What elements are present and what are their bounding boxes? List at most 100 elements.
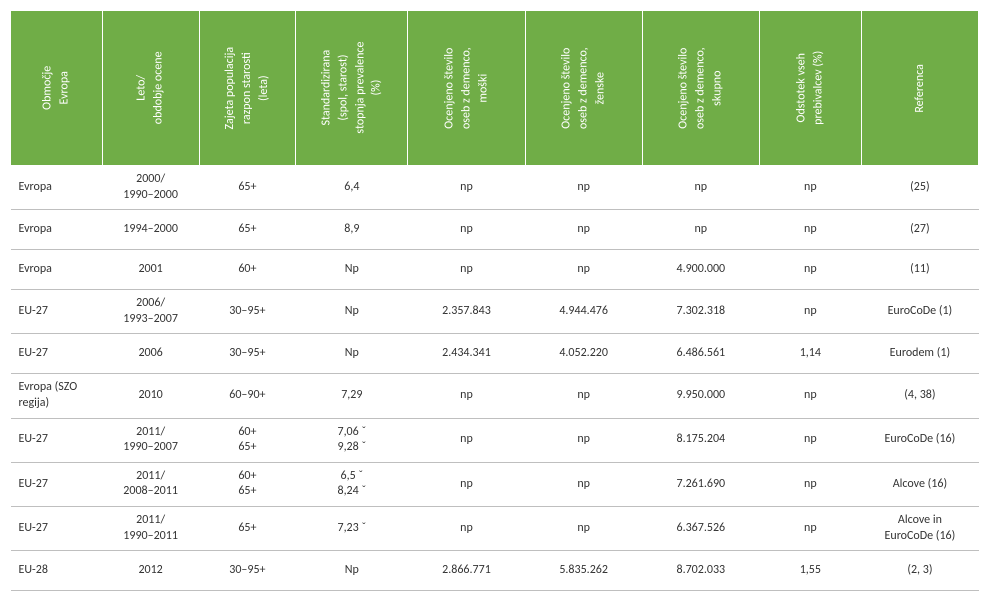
header-reference: Referenca [861, 11, 978, 166]
table-row: EU-28201230–95+Np2.866.7715.835.2628.702… [11, 551, 979, 591]
table-row: Evropa (SZO regija)201060–90+7,29npnp9.9… [11, 374, 979, 418]
table-cell: np [408, 250, 525, 290]
table-cell: np [642, 166, 759, 210]
header-region: ObmočjeEvropa [11, 11, 103, 166]
table-cell: 8.702.033 [642, 551, 759, 591]
table-cell: np [759, 166, 861, 210]
table-row: EU-272011/1990–201165+7,23 ˇnpnp6.367.52… [11, 506, 979, 550]
table-cell: EU-28 [11, 551, 103, 591]
table-cell: np [525, 166, 642, 210]
table-cell: np [759, 462, 861, 506]
header-male: Ocenjeno številooseb z demenco,moški [408, 11, 525, 166]
header-label: Odstotek vsehprebivalcev (%) [794, 51, 828, 125]
table-cell: 60+65+ [199, 418, 296, 462]
table-body: Evropa2000/1990–200065+6,4npnpnpnp(25)Ev… [11, 166, 979, 591]
header-label: ObmočjeEvropa [40, 66, 74, 110]
header-label: Referenca [911, 64, 928, 113]
table-cell: 2001 [102, 250, 199, 290]
header-percent: Odstotek vsehprebivalcev (%) [759, 11, 861, 166]
table-cell: 9.950.000 [642, 374, 759, 418]
table-cell: 2006 [102, 334, 199, 374]
table-cell: 7,06 ˇ9,28 ˇ [296, 418, 408, 462]
table-cell: np [525, 250, 642, 290]
table-cell: np [642, 210, 759, 250]
table-row: Evropa2000/1990–200065+6,4npnpnpnp(25) [11, 166, 979, 210]
table-cell: np [759, 374, 861, 418]
table-cell: np [525, 462, 642, 506]
table-cell: (11) [861, 250, 978, 290]
table-cell: Np [296, 290, 408, 334]
table-cell: np [408, 462, 525, 506]
table-cell: 7.302.318 [642, 290, 759, 334]
header-age: Zajeta populacijarazpon starosti(leta) [199, 11, 296, 166]
table-cell: np [408, 506, 525, 550]
table-cell: EU-27 [11, 418, 103, 462]
table-cell: np [759, 210, 861, 250]
table-cell: Np [296, 334, 408, 374]
table-cell: 1994–2000 [102, 210, 199, 250]
table-cell: 2.357.843 [408, 290, 525, 334]
table-cell: (4, 38) [861, 374, 978, 418]
table-cell: Np [296, 250, 408, 290]
header-label: Zajeta populacijarazpon starosti(leta) [222, 47, 272, 130]
table-cell: np [525, 374, 642, 418]
table-cell: 5.835.262 [525, 551, 642, 591]
table-cell: 2011/2008–2011 [102, 462, 199, 506]
table-cell: 7.261.690 [642, 462, 759, 506]
header-label: Leto/obdobje ocene [134, 52, 168, 125]
header-row: ObmočjeEvropa Leto/obdobje ocene Zajeta … [11, 11, 979, 166]
table-cell: 6.486.561 [642, 334, 759, 374]
table-cell: 8,9 [296, 210, 408, 250]
table-cell: EuroCoDe (16) [861, 418, 978, 462]
header-label: Standardizirana(spol, starost)stopnja pr… [318, 42, 385, 134]
table-cell: 6.367.526 [642, 506, 759, 550]
table-cell: 30–95+ [199, 290, 296, 334]
table-cell: 65+ [199, 166, 296, 210]
table-cell: np [759, 506, 861, 550]
table-cell: EU-27 [11, 506, 103, 550]
table-cell: np [759, 250, 861, 290]
table-cell: 2.434.341 [408, 334, 525, 374]
table-cell: 7,29 [296, 374, 408, 418]
table-cell: 30–95+ [199, 551, 296, 591]
table-cell: Evropa [11, 250, 103, 290]
table-cell: 1,14 [759, 334, 861, 374]
table-cell: 1,55 [759, 551, 861, 591]
table-cell: 6,4 [296, 166, 408, 210]
table-cell: 4.900.000 [642, 250, 759, 290]
table-row: EU-272011/2008–201160+65+6,5 ˇ8,24 ˇnpnp… [11, 462, 979, 506]
header-prevalence: Standardizirana(spol, starost)stopnja pr… [296, 11, 408, 166]
table-cell: 2.866.771 [408, 551, 525, 591]
table-cell: np [408, 374, 525, 418]
table-cell: np [408, 166, 525, 210]
table-cell: 60–90+ [199, 374, 296, 418]
table-cell: np [408, 418, 525, 462]
table-cell: np [408, 210, 525, 250]
table-cell: (27) [861, 210, 978, 250]
table-cell: EU-27 [11, 334, 103, 374]
table-cell: (25) [861, 166, 978, 210]
table-cell: 7,23 ˇ [296, 506, 408, 550]
table-cell: Np [296, 551, 408, 591]
table-cell: 6,5 ˇ8,24 ˇ [296, 462, 408, 506]
table-cell: Evropa [11, 166, 103, 210]
table-cell: 2012 [102, 551, 199, 591]
table-cell: (2, 3) [861, 551, 978, 591]
table-cell: 2011/1990–2007 [102, 418, 199, 462]
table-row: Evropa1994–200065+8,9npnpnpnp(27) [11, 210, 979, 250]
header-year: Leto/obdobje ocene [102, 11, 199, 166]
table-row: EU-272006/1993–200730–95+Np2.357.8434.94… [11, 290, 979, 334]
table-cell: 2010 [102, 374, 199, 418]
table-cell: np [759, 290, 861, 334]
table-cell: 2011/1990–2011 [102, 506, 199, 550]
table-cell: 2000/1990–2000 [102, 166, 199, 210]
table-cell: Eurodem (1) [861, 334, 978, 374]
table-cell: 4.944.476 [525, 290, 642, 334]
table-cell: Alcove inEuroCoDe (16) [861, 506, 978, 550]
table-cell: EU-27 [11, 290, 103, 334]
table-cell: 4.052.220 [525, 334, 642, 374]
table-cell: EuroCoDe (1) [861, 290, 978, 334]
table-cell: Evropa (SZO regija) [11, 374, 103, 418]
table-cell: Evropa [11, 210, 103, 250]
table-row: EU-27200630–95+Np2.434.3414.052.2206.486… [11, 334, 979, 374]
